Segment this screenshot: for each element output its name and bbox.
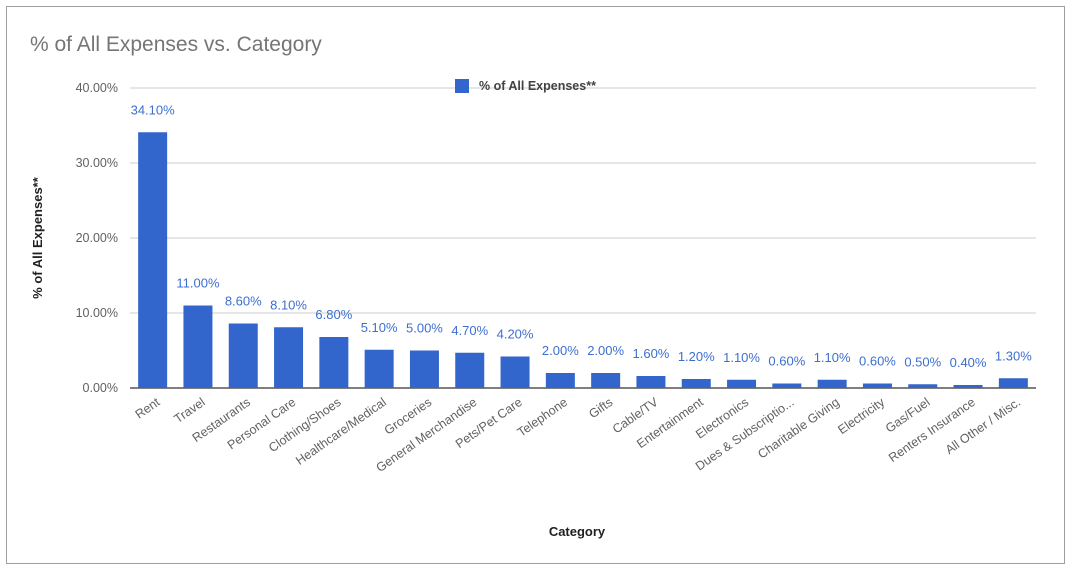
- data-label: 0.50%: [904, 354, 941, 369]
- bar: [862, 383, 892, 388]
- y-tick-label: 0.00%: [83, 381, 118, 395]
- legend: % of All Expenses**: [455, 79, 596, 93]
- bars: [138, 132, 1028, 388]
- data-label: 1.30%: [995, 348, 1032, 363]
- data-label: 1.60%: [633, 346, 670, 361]
- data-label: 34.10%: [131, 102, 176, 117]
- bar: [998, 378, 1028, 388]
- data-label: 5.10%: [361, 320, 398, 335]
- data-label: 6.80%: [315, 307, 352, 322]
- bar: [727, 379, 757, 388]
- gridlines: [130, 87, 1036, 389]
- x-category-label: Electricity: [835, 395, 887, 438]
- legend-swatch: [455, 79, 469, 93]
- data-label: 1.10%: [723, 350, 760, 365]
- bar: [953, 385, 983, 388]
- data-label: 5.00%: [406, 321, 443, 336]
- data-label: 2.00%: [587, 343, 624, 358]
- x-category-label: Telephone: [515, 395, 570, 440]
- bar: [319, 337, 349, 388]
- bar: [138, 132, 168, 388]
- data-label: 2.00%: [542, 343, 579, 358]
- x-category-label: Gifts: [586, 395, 615, 421]
- y-tick-label: 40.00%: [76, 81, 118, 95]
- data-label: 8.10%: [270, 297, 307, 312]
- data-label: 4.70%: [451, 323, 488, 338]
- bar: [681, 379, 711, 388]
- chart-frame: [6, 6, 1065, 564]
- x-category-label: Rent: [133, 395, 163, 422]
- bar: [636, 376, 666, 388]
- x-category-label: Travel: [172, 395, 208, 426]
- data-label: 8.60%: [225, 294, 262, 309]
- y-tick-label: 10.00%: [76, 306, 118, 320]
- bar: [274, 327, 304, 388]
- y-axis-title: % of All Expenses**: [30, 176, 45, 299]
- bar: [183, 305, 213, 388]
- bar: [817, 379, 847, 388]
- bar: [591, 373, 621, 388]
- data-label: 0.40%: [950, 355, 987, 370]
- y-axis-ticks: 0.00% 10.00% 20.00% 30.00% 40.00%: [76, 81, 118, 395]
- data-label: 1.20%: [678, 349, 715, 364]
- legend-label: % of All Expenses**: [479, 79, 596, 93]
- bar: [772, 383, 802, 388]
- chart-title: % of All Expenses vs. Category: [30, 33, 322, 56]
- x-category-label: Charitable Giving: [755, 395, 842, 461]
- data-label: 4.20%: [497, 327, 534, 342]
- y-tick-label: 20.00%: [76, 231, 118, 245]
- data-label: 0.60%: [859, 354, 896, 369]
- x-axis-title: Category: [549, 524, 606, 539]
- data-label: 11.00%: [176, 276, 220, 291]
- bar: [409, 350, 439, 388]
- bar: [500, 356, 530, 388]
- data-label: 0.60%: [768, 354, 805, 369]
- bar: [228, 323, 258, 388]
- data-labels: 34.10% 11.00% 8.60% 8.10% 6.80% 5.10% 5.00% 4.7…: [131, 102, 1033, 370]
- data-label: 1.10%: [814, 350, 851, 365]
- bar: [908, 384, 938, 388]
- bar: [455, 352, 485, 388]
- bar: [364, 349, 394, 388]
- y-tick-label: 30.00%: [76, 156, 118, 170]
- bar: [545, 373, 575, 388]
